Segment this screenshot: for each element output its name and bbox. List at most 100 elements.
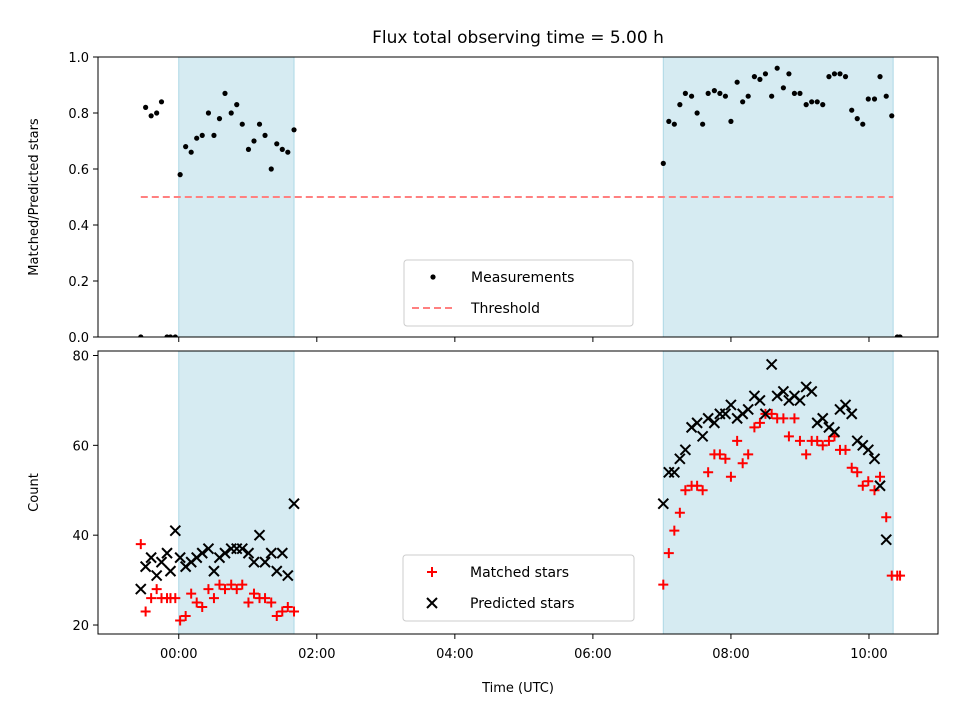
measurement-point	[717, 90, 723, 96]
predicted-star-point	[169, 524, 182, 537]
matched-star-point	[823, 435, 834, 446]
x-tick-label: 08:00	[712, 647, 749, 662]
measurement-point	[762, 71, 769, 77]
measurement-point	[183, 144, 189, 150]
y-tick-label: 20	[72, 619, 89, 634]
data-points	[138, 65, 903, 337]
predicted-star-point	[253, 529, 266, 541]
matched-star-point	[754, 417, 765, 428]
measurement-point	[694, 110, 700, 116]
matched-star-point	[203, 584, 214, 595]
measurement-point	[705, 90, 711, 96]
matched-star-point	[669, 525, 680, 536]
measurement-point	[291, 127, 297, 133]
measurement-point	[660, 160, 666, 166]
shaded-window-2	[662, 56, 894, 338]
matched-star-point	[703, 467, 714, 478]
matched-star-point	[243, 597, 254, 608]
legend-marker-matched	[427, 567, 437, 577]
measurement-point	[897, 334, 903, 337]
measurement-point	[666, 118, 672, 124]
matched-star-point	[663, 548, 674, 559]
measurement-point	[860, 121, 866, 127]
legend-label: Measurements	[471, 270, 574, 286]
legend-box	[402, 554, 635, 622]
predicted-star-point	[765, 358, 778, 371]
measurement-point	[172, 334, 178, 337]
matched-star-point	[720, 453, 731, 464]
matched-star-point	[766, 408, 777, 419]
predicted-star-point	[202, 542, 215, 555]
matched-star-point	[778, 413, 789, 424]
predicted-star-point	[674, 453, 686, 465]
matched-star-point	[220, 584, 231, 595]
predicted-star-point	[777, 385, 790, 398]
matched-star-point	[658, 579, 669, 590]
predicted-star-point	[868, 453, 881, 465]
y-tick-label: 0.6	[68, 163, 89, 178]
predicted-star-point	[288, 498, 300, 510]
measurement-point	[262, 132, 268, 138]
measurement-point	[234, 102, 240, 108]
matched-star-point	[186, 588, 197, 599]
measurement-point	[194, 135, 200, 141]
matched-star-point	[749, 422, 760, 433]
predicted-star-point	[282, 569, 294, 582]
measurement-point	[780, 85, 786, 91]
matched-star-point	[869, 485, 880, 496]
y-tick-label: 0.2	[68, 275, 89, 290]
predicted-star-point	[725, 399, 737, 411]
matched-star-point	[817, 440, 828, 451]
legend-marker-measurements	[430, 274, 436, 280]
y-axis-label: Count	[27, 473, 42, 512]
measurement-point	[245, 146, 252, 152]
matched-star-point	[783, 431, 794, 442]
matched-star-point	[846, 462, 857, 473]
predicted-star-point	[164, 565, 177, 577]
y-tick-label: 1.0	[68, 51, 89, 66]
matched-star-point	[789, 413, 800, 424]
measurement-point	[809, 99, 815, 105]
measurement-point	[740, 99, 746, 105]
y-tick-label: 0.0	[68, 331, 89, 346]
predicted-star-point	[657, 498, 669, 510]
measurement-point	[889, 113, 895, 119]
measurement-point	[682, 90, 688, 96]
predicted-star-point	[839, 399, 852, 411]
predicted-star-point	[696, 430, 709, 443]
measurement-point	[734, 79, 740, 85]
measurement-point	[774, 65, 780, 71]
measurement-point	[285, 149, 291, 155]
legend-label: Matched stars	[470, 565, 569, 581]
matched-star-point	[208, 593, 219, 604]
measurement-point	[786, 71, 792, 77]
measurement-point	[871, 96, 878, 102]
measurement-point	[167, 334, 174, 337]
predicted-star-point	[702, 412, 714, 425]
measurement-point	[700, 121, 706, 127]
predicted-star-point	[219, 547, 231, 559]
matched-star-point	[737, 458, 748, 469]
matched-star-point	[875, 471, 886, 482]
predicted-star-point	[208, 565, 220, 577]
measurement-point	[814, 99, 820, 105]
measurement-point	[728, 118, 734, 124]
x-axis-label: Time (UTC)	[481, 681, 554, 696]
measurement-point	[274, 141, 280, 147]
matched-star-point	[680, 485, 691, 496]
data-points	[135, 358, 906, 626]
measurement-point	[849, 107, 855, 113]
measurement-point	[211, 132, 217, 138]
matched-star-point	[289, 606, 300, 617]
matched-star-point	[140, 606, 151, 617]
x-tick-label: 10:00	[850, 647, 887, 662]
measurement-point	[148, 113, 154, 119]
predicted-star-point	[828, 426, 841, 438]
predicted-star-point	[145, 551, 157, 564]
predicted-star-point	[874, 480, 886, 492]
matched-star-point	[725, 471, 736, 482]
predicted-star-point	[794, 394, 806, 407]
predicted-star-point	[719, 408, 732, 420]
ratio-panel: 0.0 0.2 0.4 0.6 0.8 1.0 Matched/Predicted star…	[27, 51, 939, 346]
